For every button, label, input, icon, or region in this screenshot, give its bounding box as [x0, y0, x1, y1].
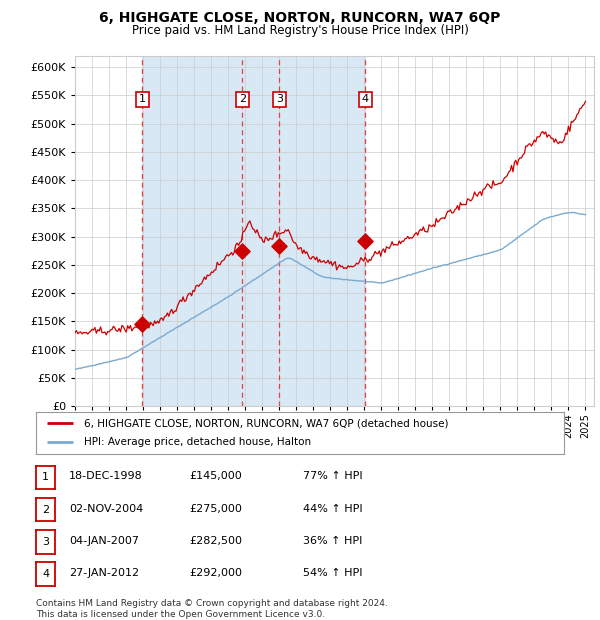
Text: 3: 3	[42, 537, 49, 547]
Text: £292,000: £292,000	[189, 568, 242, 578]
Bar	[142, 56, 242, 406]
Text: Price paid vs. HM Land Registry's House Price Index (HPI): Price paid vs. HM Land Registry's House …	[131, 24, 469, 37]
Text: 2: 2	[239, 94, 246, 104]
Text: 54% ↑ HPI: 54% ↑ HPI	[303, 568, 362, 578]
Text: 27-JAN-2012: 27-JAN-2012	[69, 568, 139, 578]
Text: Contains HM Land Registry data © Crown copyright and database right 2024.
This d: Contains HM Land Registry data © Crown c…	[36, 600, 388, 619]
Text: 1: 1	[139, 94, 146, 104]
Bar	[242, 56, 365, 406]
Point	[137, 319, 147, 329]
Text: £145,000: £145,000	[189, 471, 242, 481]
Text: 44% ↑ HPI: 44% ↑ HPI	[303, 503, 362, 513]
Text: 3: 3	[276, 94, 283, 104]
Text: 6, HIGHGATE CLOSE, NORTON, RUNCORN, WA7 6QP (detached house): 6, HIGHGATE CLOSE, NORTON, RUNCORN, WA7 …	[83, 418, 448, 428]
Text: 6, HIGHGATE CLOSE, NORTON, RUNCORN, WA7 6QP: 6, HIGHGATE CLOSE, NORTON, RUNCORN, WA7 …	[100, 11, 500, 25]
Text: 77% ↑ HPI: 77% ↑ HPI	[303, 471, 362, 481]
Text: 02-NOV-2004: 02-NOV-2004	[69, 503, 143, 513]
Point	[361, 236, 370, 246]
Text: £282,500: £282,500	[189, 536, 242, 546]
Text: 18-DEC-1998: 18-DEC-1998	[69, 471, 143, 481]
Text: 4: 4	[362, 94, 369, 104]
Text: HPI: Average price, detached house, Halton: HPI: Average price, detached house, Halt…	[83, 438, 311, 448]
Text: 1: 1	[42, 472, 49, 482]
Point	[238, 246, 247, 255]
Text: 4: 4	[42, 569, 49, 579]
Text: 36% ↑ HPI: 36% ↑ HPI	[303, 536, 362, 546]
Point	[275, 242, 284, 252]
Text: 04-JAN-2007: 04-JAN-2007	[69, 536, 139, 546]
Text: 2: 2	[42, 505, 49, 515]
Text: £275,000: £275,000	[189, 503, 242, 513]
